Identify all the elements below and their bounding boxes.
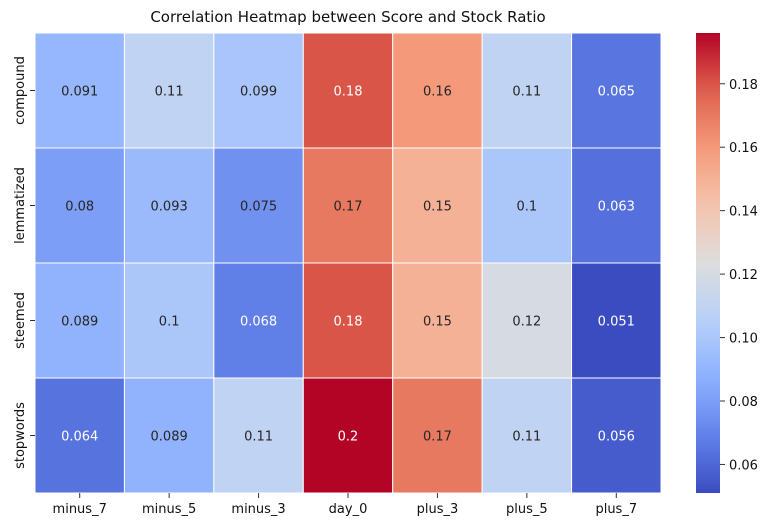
- cell-annotation: 0.18: [334, 315, 363, 330]
- heatmap-cell: [481, 147, 573, 264]
- colorbar-tick-label: 0.08: [729, 395, 758, 410]
- cell-annotation: 0.11: [512, 85, 541, 100]
- cell-annotation: 0.056: [598, 430, 635, 445]
- cell-annotation: 0.1: [517, 200, 538, 215]
- x-tick-label: plus_5: [506, 502, 548, 517]
- cell-annotation: 0.065: [598, 85, 635, 100]
- cell-annotation: 0.051: [598, 315, 635, 330]
- heatmap-cell: [302, 32, 394, 149]
- y-tick-label: steemed: [13, 292, 28, 349]
- cell-annotation: 0.16: [423, 85, 452, 100]
- x-tick-label: plus_3: [417, 502, 459, 517]
- colorbar-tick-label: 0.16: [729, 141, 758, 156]
- cell-annotation: 0.2: [338, 430, 359, 445]
- y-tick-label: compound: [13, 56, 28, 125]
- cell-annotation: 0.15: [423, 315, 452, 330]
- heatmap-cell: [123, 147, 215, 264]
- x-tick-label: minus_5: [142, 502, 196, 517]
- cell-annotation: 0.08: [65, 200, 94, 215]
- cell-annotation: 0.089: [61, 315, 98, 330]
- heatmap-cell: [571, 147, 662, 264]
- colorbar-tick-label: 0.18: [729, 78, 758, 93]
- heatmap-cell: [392, 377, 483, 494]
- y-axis: compound lemmatized steemed stopwords: [13, 56, 35, 469]
- x-tick-label: day_0: [329, 502, 368, 517]
- colorbar-gradient: [696, 33, 720, 493]
- heatmap-cell: [392, 147, 483, 264]
- heatmap-cell: [392, 32, 483, 149]
- cell-annotation: 0.064: [61, 430, 98, 445]
- cell-annotation: 0.11: [155, 85, 184, 100]
- cell-annotation: 0.091: [61, 85, 98, 100]
- cell-annotation: 0.068: [240, 315, 277, 330]
- colorbar-tick-label: 0.06: [729, 458, 758, 473]
- y-tick-label: stopwords: [13, 402, 28, 469]
- cell-annotation: 0.063: [598, 200, 635, 215]
- cell-annotation: 0.075: [240, 200, 277, 215]
- heatmap-cell: [34, 262, 125, 379]
- cell-annotation: 0.17: [423, 430, 452, 445]
- heatmap-cell: [302, 377, 394, 494]
- heatmap-cell: [392, 262, 483, 379]
- chart-title: Correlation Heatmap between Score and St…: [150, 8, 546, 26]
- colorbar-tick-label: 0.14: [729, 205, 758, 220]
- heatmap-cell: [34, 377, 125, 494]
- heatmap-cell: [302, 147, 394, 264]
- heatmap-cell: [571, 32, 662, 149]
- heatmap-cell: [571, 377, 662, 494]
- cell-annotation: 0.11: [512, 430, 541, 445]
- colorbar-tick-label: 0.10: [729, 332, 758, 347]
- cell-annotation: 0.1: [159, 315, 180, 330]
- heatmap-cell: [302, 262, 394, 379]
- heatmap-cell: [213, 377, 304, 494]
- cell-annotation: 0.089: [151, 430, 188, 445]
- colorbar: 0.06 0.08 0.10 0.12 0.14 0.16 0.18: [696, 33, 758, 493]
- heatmap-cells: 0.091 0.11 0.099 0.18 0.16 0.11 0.065 0.08 0.093…: [34, 32, 662, 494]
- heatmap-cell: [481, 32, 573, 149]
- cell-annotation: 0.11: [244, 430, 273, 445]
- heatmap-cell: [481, 377, 573, 494]
- cell-annotation: 0.12: [512, 315, 541, 330]
- cell-annotation: 0.093: [151, 200, 188, 215]
- cell-annotation: 0.15: [423, 200, 452, 215]
- cell-annotation: 0.099: [240, 85, 277, 100]
- x-tick-label: minus_7: [53, 502, 107, 517]
- x-tick-label: plus_7: [595, 502, 637, 517]
- cell-annotation: 0.17: [334, 200, 363, 215]
- x-tick-label: minus_3: [231, 502, 285, 517]
- heatmap-cell: [34, 147, 125, 264]
- cell-annotation: 0.18: [334, 85, 363, 100]
- y-tick-label: lemmatized: [13, 167, 28, 244]
- x-axis: minus_7 minus_5 minus_3 day_0 plus_3 plus_5 pl…: [53, 493, 637, 517]
- colorbar-tick-label: 0.12: [729, 268, 758, 283]
- heatmap-cell: [571, 262, 662, 379]
